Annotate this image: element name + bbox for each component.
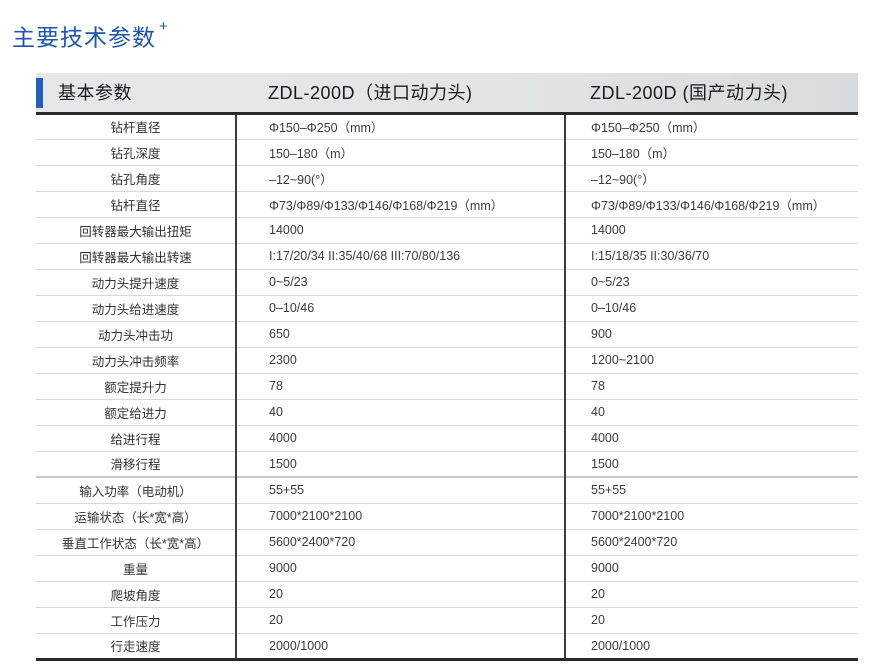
value-cell-imported: I:17/20/34 II:35/40/68 III:70/80/136 <box>235 243 565 270</box>
spec-table-container: 基本参数 ZDL-200D（进口动力头) ZDL-200D (国产动力头) 钻杆… <box>36 73 858 661</box>
value-cell-domestic: 0~5/23 <box>564 269 858 296</box>
table-row: 钻孔深度 150–180（m） 150–180（m） <box>36 139 858 166</box>
value-cell-imported: 0~5/23 <box>235 269 565 296</box>
table-row: 钻杆直径 Φ73/Φ89/Φ133/Φ146/Φ168/Φ219（mm） Φ73/Φ… <box>36 191 858 218</box>
table-row: 工作压力 20 20 <box>36 607 858 634</box>
value-cell-imported: 55+55 <box>235 476 565 504</box>
table-row: 给进行程 4000 4000 <box>36 425 858 452</box>
value-cell-imported: Φ150–Φ250（mm） <box>235 113 565 140</box>
value-cell-imported: 650 <box>235 321 565 348</box>
parameter-name-cell: 回转器最大输出转速 <box>36 243 236 270</box>
value-cell-imported: 78 <box>235 373 565 400</box>
value-cell-imported: 14000 <box>235 217 565 244</box>
parameter-name-cell: 动力头冲击频率 <box>36 347 236 374</box>
value-cell-domestic: 5600*2400*720 <box>564 529 858 556</box>
parameter-name-cell: 运输状态（长*宽*高） <box>36 503 236 530</box>
value-cell-domestic: 20 <box>564 607 858 634</box>
table-row: 动力头冲击功 650 900 <box>36 321 858 348</box>
parameter-name-cell: 回转器最大输出扭矩 <box>36 217 236 244</box>
value-cell-domestic: 1500 <box>564 451 858 478</box>
value-cell-imported: Φ73/Φ89/Φ133/Φ146/Φ168/Φ219（mm） <box>235 191 565 218</box>
value-cell-domestic: 78 <box>564 373 858 400</box>
value-cell-domestic: 150–180（m） <box>564 139 858 166</box>
column-header-basic-parameter-label: 基本参数 <box>58 83 132 104</box>
value-cell-domestic: 9000 <box>564 555 858 582</box>
table-row: 额定提升力 78 78 <box>36 373 858 400</box>
table-row: 运输状态（长*宽*高） 7000*2100*2100 7000*2100*2100 <box>36 503 858 530</box>
table-row: 钻杆直径 Φ150–Φ250（mm） Φ150–Φ250（mm） <box>36 113 858 140</box>
value-cell-imported: –12~90(°） <box>235 165 565 192</box>
header-accent-bar <box>36 78 43 108</box>
value-cell-domestic: I:15/18/35 II:30/36/70 <box>564 243 858 270</box>
parameter-name-cell: 动力头冲击功 <box>36 321 236 348</box>
value-cell-imported: 0–10/46 <box>235 295 565 322</box>
table-row: 爬坡角度 20 20 <box>36 581 858 608</box>
table-body: 钻杆直径 Φ150–Φ250（mm） Φ150–Φ250（mm） 钻孔深度 150–18… <box>36 113 858 661</box>
parameter-name-cell: 钻孔深度 <box>36 139 236 166</box>
table-row: 动力头给进速度 0–10/46 0–10/46 <box>36 295 858 322</box>
table-row: 动力头提升速度 0~5/23 0~5/23 <box>36 269 858 296</box>
value-cell-domestic: 900 <box>564 321 858 348</box>
value-cell-domestic: Φ73/Φ89/Φ133/Φ146/Φ168/Φ219（mm） <box>564 191 858 218</box>
table-row: 回转器最大输出扭矩 14000 14000 <box>36 217 858 244</box>
table-header: 基本参数 ZDL-200D（进口动力头) ZDL-200D (国产动力头) <box>36 73 858 115</box>
table-row: 行走速度 2000/1000 2000/1000 <box>36 633 858 661</box>
value-cell-domestic: –12~90(°） <box>564 165 858 192</box>
parameter-name-cell: 动力头提升速度 <box>36 269 236 296</box>
parameter-name-cell: 爬坡角度 <box>36 581 236 608</box>
table-row: 回转器最大输出转速 I:17/20/34 II:35/40/68 III:70/8… <box>36 243 858 270</box>
parameter-name-cell: 动力头给进速度 <box>36 295 236 322</box>
table-row: 重量 9000 9000 <box>36 555 858 582</box>
value-cell-domestic: 0–10/46 <box>564 295 858 322</box>
table-row: 额定给进力 40 40 <box>36 399 858 426</box>
parameter-name-cell: 输入功率（电动机） <box>36 476 236 504</box>
parameter-name-cell: 行走速度 <box>36 633 236 661</box>
value-cell-domestic: 2000/1000 <box>564 633 858 661</box>
value-cell-imported: 20 <box>235 607 565 634</box>
value-cell-imported: 20 <box>235 581 565 608</box>
value-cell-imported: 150–180（m） <box>235 139 565 166</box>
parameter-name-cell: 额定给进力 <box>36 399 236 426</box>
value-cell-imported: 7000*2100*2100 <box>235 503 565 530</box>
page-title-plus-superscript: + <box>159 18 169 36</box>
value-cell-domestic: Φ150–Φ250（mm） <box>564 113 858 140</box>
value-cell-imported: 2300 <box>235 347 565 374</box>
value-cell-domestic: 55+55 <box>564 476 858 504</box>
value-cell-imported: 2000/1000 <box>235 633 565 661</box>
parameter-name-cell: 钻孔角度 <box>36 165 236 192</box>
parameter-name-cell: 滑移行程 <box>36 451 236 478</box>
value-cell-imported: 9000 <box>235 555 565 582</box>
value-cell-domestic: 7000*2100*2100 <box>564 503 858 530</box>
parameter-name-cell: 重量 <box>36 555 236 582</box>
parameter-name-cell: 垂直工作状态（长*宽*高） <box>36 529 236 556</box>
value-cell-imported: 5600*2400*720 <box>235 529 565 556</box>
table-row: 垂直工作状态（长*宽*高） 5600*2400*720 5600*2400*720 <box>36 529 858 556</box>
value-cell-domestic: 20 <box>564 581 858 608</box>
table-row: 输入功率（电动机） 55+55 55+55 <box>36 476 858 504</box>
value-cell-imported: 40 <box>235 399 565 426</box>
page-title: 主要技术参数 + <box>12 19 168 52</box>
table-row: 钻孔角度 –12~90(°） –12~90(°） <box>36 165 858 192</box>
value-cell-domestic: 1200~2100 <box>564 347 858 374</box>
column-header-zdl200d-imported: ZDL-200D（进口动力头) <box>236 73 565 115</box>
table-row: 动力头冲击频率 2300 1200~2100 <box>36 347 858 374</box>
parameter-name-cell: 工作压力 <box>36 607 236 634</box>
parameter-name-cell: 钻杆直径 <box>36 191 236 218</box>
column-header-zdl200d-domestic: ZDL-200D (国产动力头) <box>565 73 858 115</box>
parameter-name-cell: 额定提升力 <box>36 373 236 400</box>
value-cell-domestic: 4000 <box>564 425 858 452</box>
table-header-row: 基本参数 ZDL-200D（进口动力头) ZDL-200D (国产动力头) <box>36 73 858 115</box>
parameter-name-cell: 钻杆直径 <box>36 113 236 140</box>
column-header-basic-parameter: 基本参数 <box>36 73 236 115</box>
parameter-name-cell: 给进行程 <box>36 425 236 452</box>
page-title-text: 主要技术参数 <box>12 25 156 52</box>
technical-parameters-table: 基本参数 ZDL-200D（进口动力头) ZDL-200D (国产动力头) 钻杆… <box>36 73 858 661</box>
value-cell-imported: 4000 <box>235 425 565 452</box>
value-cell-domestic: 14000 <box>564 217 858 244</box>
value-cell-imported: 1500 <box>235 451 565 478</box>
value-cell-domestic: 40 <box>564 399 858 426</box>
table-row: 滑移行程 1500 1500 <box>36 451 858 478</box>
